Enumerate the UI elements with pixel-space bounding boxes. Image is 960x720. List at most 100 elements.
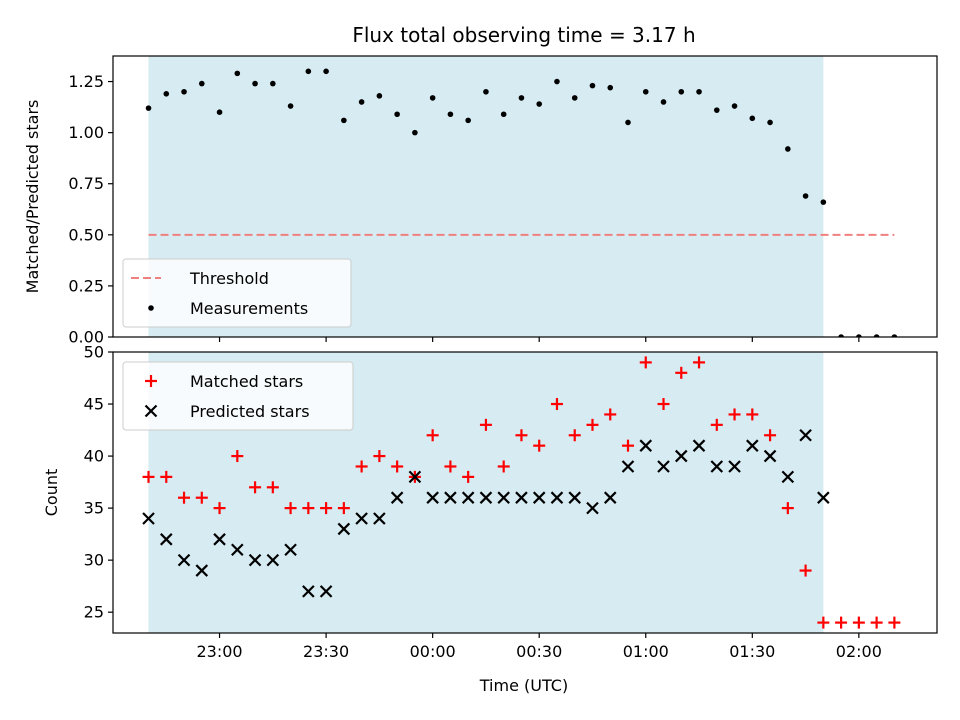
data-point bbox=[142, 470, 155, 483]
data-point bbox=[461, 491, 475, 504]
data-point bbox=[447, 111, 454, 118]
data-point bbox=[213, 502, 226, 515]
data-point bbox=[571, 95, 578, 101]
data-point bbox=[763, 449, 777, 463]
data-point bbox=[145, 105, 152, 111]
y-axis-label: Matched/Predicted stars bbox=[23, 100, 42, 294]
data-point bbox=[852, 616, 865, 629]
data-point bbox=[696, 88, 702, 95]
x-tick-label: 00:30 bbox=[516, 642, 562, 661]
data-point bbox=[391, 460, 404, 473]
legend-item: Measurements bbox=[148, 299, 308, 318]
data-point bbox=[660, 99, 667, 105]
data-point bbox=[781, 502, 794, 515]
data-point bbox=[195, 491, 208, 504]
data-point bbox=[163, 91, 170, 97]
axes-frame bbox=[112, 55, 938, 338]
y-tick-label: 30 bbox=[84, 551, 104, 570]
data-point bbox=[426, 491, 439, 504]
data-point bbox=[568, 491, 582, 504]
data-point bbox=[550, 398, 563, 411]
x-tick-label: 01:30 bbox=[729, 642, 775, 661]
legend: Threshold Measurements bbox=[122, 258, 352, 328]
y-tick-label: 1.25 bbox=[68, 72, 104, 91]
data-point bbox=[642, 88, 649, 95]
data-point bbox=[749, 115, 756, 122]
data-point bbox=[231, 450, 244, 463]
data-point bbox=[426, 429, 439, 442]
data-point bbox=[465, 117, 471, 124]
data-point bbox=[820, 199, 827, 205]
y-tick-label: 40 bbox=[84, 447, 104, 466]
data-point bbox=[746, 408, 759, 421]
data-point bbox=[799, 428, 812, 442]
data-point bbox=[198, 80, 205, 87]
y-tick-label: 25 bbox=[84, 603, 104, 622]
data-point bbox=[731, 103, 738, 109]
y-tick-label: 45 bbox=[84, 395, 104, 414]
data-point bbox=[802, 193, 809, 199]
data-point bbox=[252, 80, 258, 87]
legend-label: Threshold bbox=[189, 269, 269, 288]
data-point bbox=[266, 481, 279, 494]
y-tick-label: 35 bbox=[84, 499, 104, 518]
x-tick-label: 23:00 bbox=[196, 642, 242, 661]
data-point bbox=[358, 99, 365, 105]
data-point bbox=[284, 543, 297, 557]
data-point bbox=[497, 491, 510, 504]
data-point bbox=[444, 460, 457, 473]
y-axis-label: Count bbox=[42, 469, 61, 517]
legend-swatch bbox=[144, 404, 158, 418]
data-point bbox=[678, 88, 685, 95]
series-matched-stars bbox=[142, 356, 901, 629]
data-point bbox=[873, 334, 880, 337]
data-point bbox=[639, 356, 652, 369]
data-point bbox=[532, 491, 546, 504]
data-point bbox=[625, 119, 631, 126]
data-point bbox=[249, 481, 262, 494]
data-point bbox=[408, 470, 422, 484]
data-point bbox=[181, 88, 187, 95]
y-tick-label: 50 bbox=[84, 343, 104, 362]
data-point bbox=[355, 460, 368, 473]
data-point bbox=[639, 439, 653, 452]
series-measurements bbox=[145, 68, 898, 337]
data-point bbox=[394, 111, 400, 118]
data-point bbox=[178, 491, 191, 504]
data-point bbox=[302, 502, 315, 515]
data-point bbox=[710, 460, 724, 473]
chart-title: Flux total observing time = 3.17 h bbox=[352, 23, 695, 47]
data-point bbox=[195, 564, 209, 577]
data-point bbox=[390, 491, 404, 504]
data-point bbox=[266, 553, 280, 567]
data-point bbox=[856, 334, 862, 337]
data-point bbox=[515, 429, 528, 442]
data-point bbox=[373, 512, 386, 525]
legend-label: Measurements bbox=[190, 299, 308, 318]
legend-swatch bbox=[145, 375, 157, 387]
data-point bbox=[675, 366, 688, 379]
x-axis-label: Time (UTC) bbox=[479, 676, 568, 695]
data-point bbox=[341, 117, 347, 124]
data-point bbox=[483, 88, 489, 95]
data-point bbox=[160, 470, 173, 483]
data-point bbox=[657, 460, 670, 473]
data-point bbox=[891, 334, 898, 337]
data-point bbox=[817, 491, 830, 504]
data-point bbox=[231, 543, 244, 557]
ratio-panel: 0.00 0.25 0.50 0.75 1.00 1.25 Matched/Predicte… bbox=[23, 55, 938, 347]
data-point bbox=[270, 80, 276, 87]
y-tick-label: 0.75 bbox=[68, 174, 104, 193]
data-point bbox=[536, 101, 543, 107]
data-point bbox=[607, 84, 614, 91]
data-point bbox=[781, 470, 795, 484]
count-panel: 25 30 35 40 45 50 23:00 23:30 00:00 00:30 01:00 01:… bbox=[42, 343, 938, 661]
data-point bbox=[692, 439, 706, 452]
data-point bbox=[838, 334, 844, 337]
data-point bbox=[355, 512, 368, 525]
data-point bbox=[764, 429, 777, 442]
data-point bbox=[412, 129, 418, 136]
data-point bbox=[728, 460, 741, 473]
data-point bbox=[284, 502, 297, 515]
